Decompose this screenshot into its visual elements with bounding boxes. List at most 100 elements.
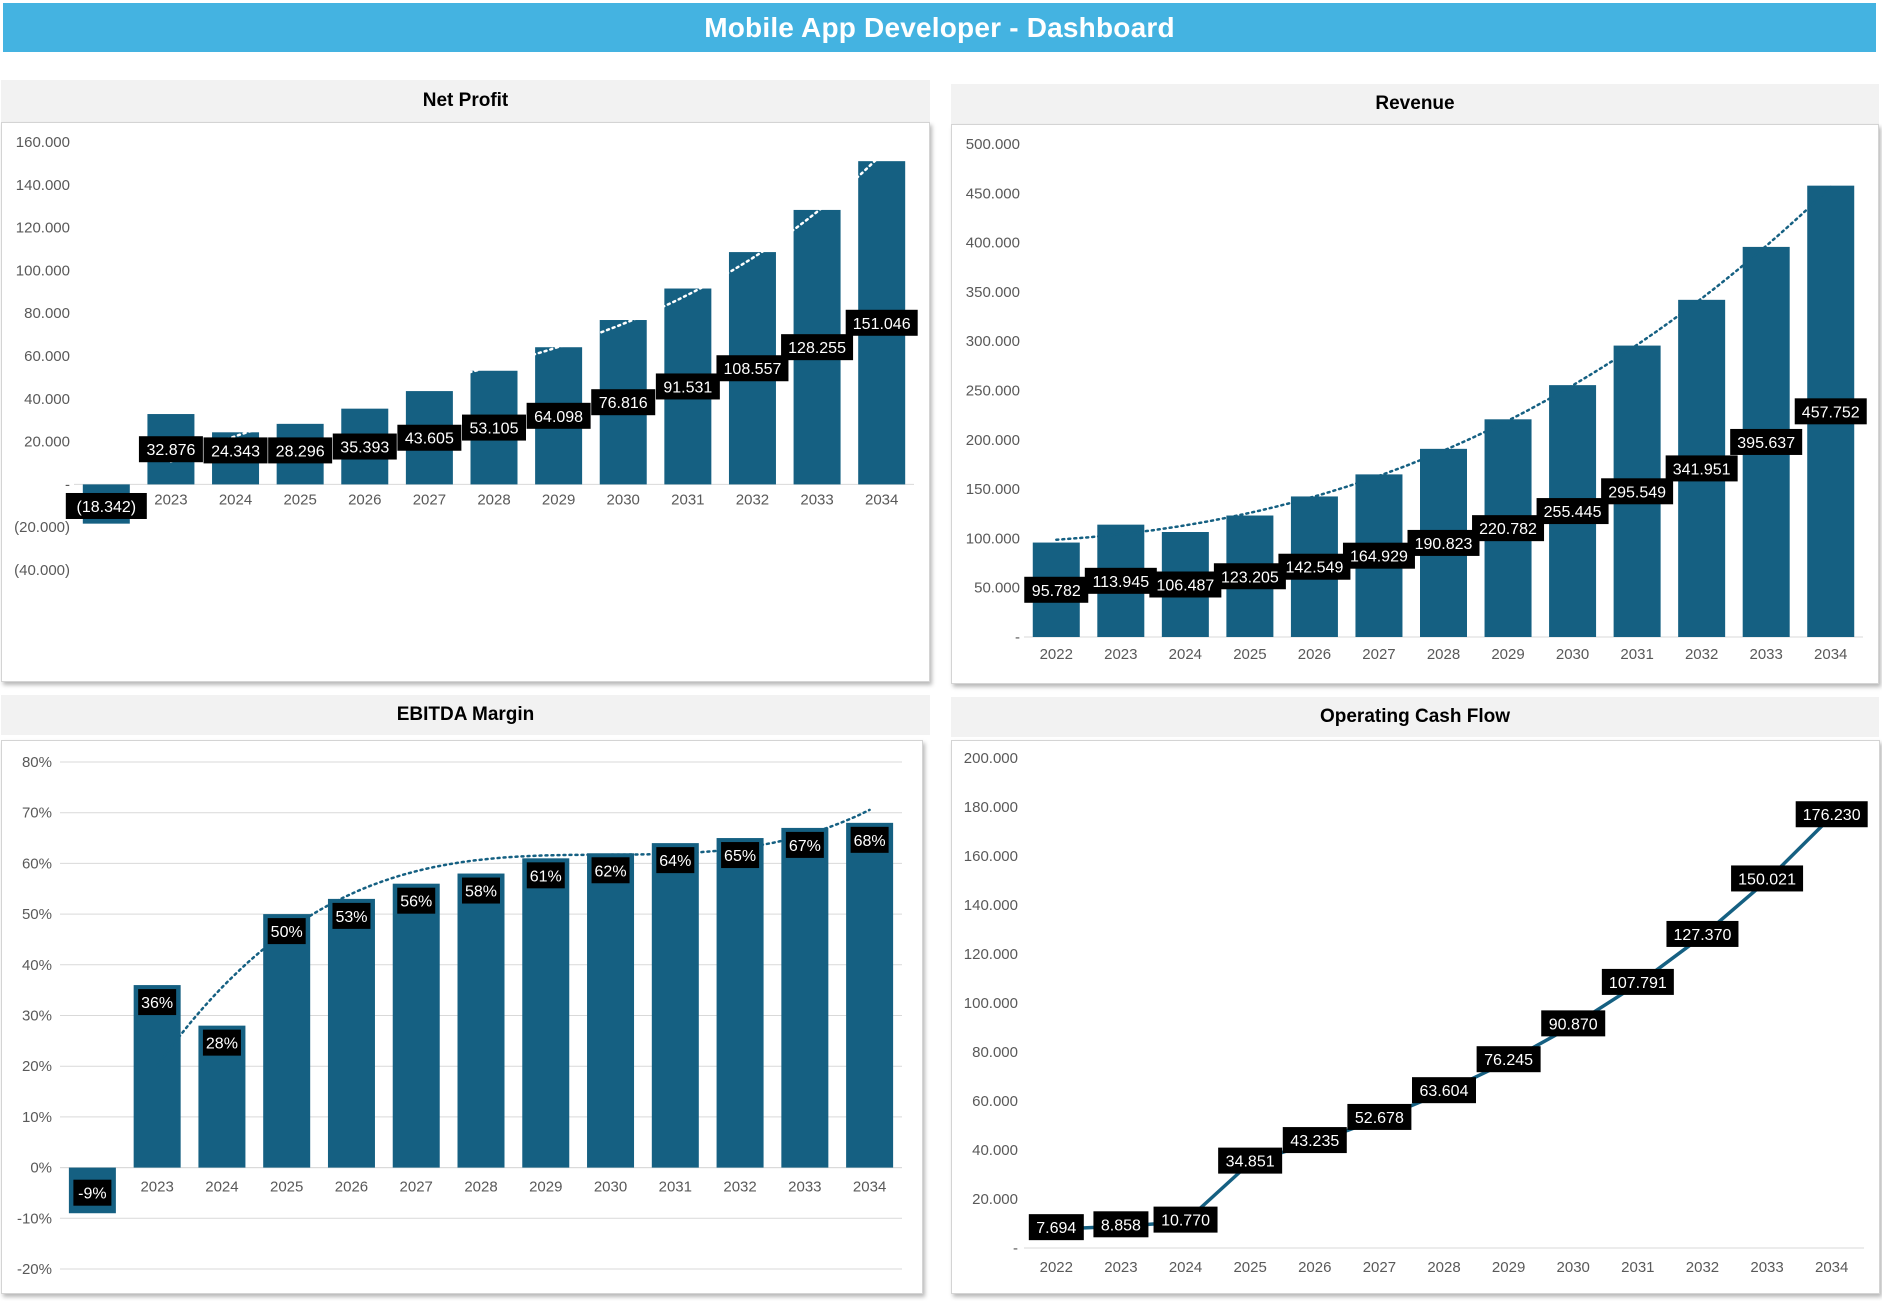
x-tick-label: 2034 — [853, 1179, 886, 1196]
y-tick-label: 140.000 — [964, 897, 1018, 914]
x-tick-label: 2029 — [542, 491, 575, 508]
y-tick-label: 70% — [22, 805, 52, 822]
data-label-2028-text: 53.105 — [470, 421, 519, 438]
x-tick-label: 2034 — [865, 491, 898, 508]
y-tick-label: 60% — [22, 855, 52, 872]
data-label-2023-text: 36% — [141, 995, 173, 1012]
data-label-2025-bg — [267, 918, 306, 945]
data-label-2023-text: 113.945 — [1092, 574, 1149, 591]
data-label-2024-text: 10.770 — [1161, 1213, 1210, 1230]
bar-2026 — [327, 898, 375, 1168]
data-label-2031: 91.531 — [655, 373, 720, 400]
data-label-2025-bg — [1218, 1147, 1283, 1174]
y-tick-label: 300.000 — [966, 333, 1020, 350]
y-tick-label: - — [65, 476, 70, 493]
data-label-2025: 28.296 — [268, 437, 333, 464]
data-label-2034: 68% — [850, 826, 889, 853]
data-label-2028-bg — [462, 877, 500, 904]
y-tick-label: - — [1015, 629, 1020, 646]
y-tick-label: 50% — [22, 906, 52, 923]
data-label-2028-text: 58% — [465, 884, 497, 901]
y-tick-label: 140.000 — [16, 177, 70, 194]
x-tick-label: 2023 — [154, 491, 187, 508]
data-label-2030-text: 90.870 — [1549, 1016, 1598, 1033]
data-label-2026-text: 43.235 — [1290, 1133, 1339, 1150]
bar-2031 — [651, 843, 699, 1168]
ebitda-margin-chart-svg: 80%70%60%50%40%30%20%10%0%-10%-20%202220… — [17, 754, 902, 1278]
x-tick-label: 2024 — [1169, 646, 1202, 663]
data-label-2024-bg — [203, 437, 268, 464]
y-tick-label: 500.000 — [966, 136, 1020, 153]
data-label-2023-bg — [138, 436, 203, 463]
y-tick-label: 120.000 — [964, 946, 1018, 963]
x-tick-label: 2032 — [736, 491, 769, 508]
data-label-2032-text: 341.951 — [1673, 461, 1731, 478]
data-label-2025-text: 50% — [271, 924, 303, 941]
data-label-2022: -9% — [73, 1179, 112, 1206]
bar-2028 — [457, 873, 505, 1168]
data-label-2026-bg — [332, 902, 371, 929]
trendline — [169, 152, 883, 463]
x-tick-label: 2025 — [283, 491, 316, 508]
data-label-2031-text: 64% — [659, 853, 691, 870]
y-tick-label: 150.000 — [966, 481, 1020, 498]
data-label-2030-bg — [591, 389, 656, 416]
x-tick-label: 2024 — [1169, 1259, 1202, 1276]
y-tick-label: -10% — [17, 1210, 52, 1227]
x-tick-label: 2023 — [1104, 1259, 1137, 1276]
data-label-2022-text: (18.342) — [77, 499, 137, 516]
y-tick-label: 20% — [22, 1058, 52, 1075]
x-tick-label: 2034 — [1814, 646, 1847, 663]
data-label-2030-bg — [1536, 498, 1609, 525]
operating-cash-flow-chart[interactable]: 200.000 180.000 160.000 140.000 120.000 100.0… — [951, 740, 1880, 1294]
revenue-chart[interactable]: 500.000 450.000 400.000 350.000 300.000 250.0… — [951, 124, 1879, 684]
data-label-2022-text: -9% — [78, 1186, 106, 1203]
data-label-2029-bg — [1476, 1046, 1541, 1073]
bar-2033 — [781, 827, 829, 1168]
data-label-2029: 64.098 — [526, 402, 591, 429]
x-tick-label: 2025 — [1233, 1259, 1266, 1276]
x-tick-label: 2025 — [270, 1179, 303, 1196]
data-label-2029-text: 220.782 — [1479, 521, 1537, 538]
data-label-2028: 53.105 — [462, 414, 526, 441]
y-tick-label: 80.000 — [24, 305, 70, 322]
net-profit-chart[interactable]: 160.000 140.000 120.000 100.000 80.000 60.000… — [1, 122, 930, 682]
data-label-2026: 53% — [332, 902, 371, 929]
data-label-2025: 34.851 — [1218, 1147, 1283, 1174]
data-label-2033-bg — [1730, 428, 1803, 455]
y-tick-label: 100.000 — [966, 530, 1020, 547]
y-tick-label: 10% — [22, 1109, 52, 1126]
y-tick-label: 180.000 — [964, 799, 1018, 816]
data-label-2034: 151.046 — [845, 309, 918, 336]
y-tick-label: 40.000 — [972, 1142, 1018, 1159]
data-label-2026-text: 35.393 — [340, 440, 389, 457]
y-tick-label: 250.000 — [966, 383, 1020, 400]
ebitda-margin-chart[interactable]: 80%70%60%50%40%30%20%10%0%-10%-20%202220… — [1, 740, 923, 1294]
data-label-2027-bg — [397, 424, 462, 451]
x-tick-label: 2026 — [1298, 646, 1331, 663]
data-label-2024: 106.487 — [1149, 571, 1222, 598]
y-tick-label: 120.000 — [16, 220, 70, 237]
revenue-title-strip: Revenue — [951, 84, 1879, 124]
x-tick-label: 2027 — [1362, 646, 1395, 663]
data-label-2032-text: 65% — [724, 848, 756, 865]
net-profit-title-strip: Net Profit — [1, 80, 930, 122]
data-label-2030-text: 255.445 — [1544, 504, 1602, 521]
x-tick-label: 2033 — [800, 491, 833, 508]
x-tick-label: 2024 — [205, 1179, 238, 1196]
data-label-2030: 90.870 — [1541, 1010, 1606, 1037]
data-label-2032: 108.557 — [716, 355, 789, 382]
data-label-2022-bg — [65, 492, 147, 519]
x-tick-label: 2033 — [1750, 646, 1783, 663]
data-label-2032-bg — [1665, 455, 1738, 482]
data-label-2032-bg — [721, 842, 760, 869]
y-tick-label: (20.000) — [14, 519, 70, 536]
y-tick-label: 40.000 — [24, 391, 70, 408]
data-label-2029-bg — [1472, 515, 1545, 542]
data-label-2028-text: 63.604 — [1420, 1083, 1469, 1100]
y-tick-label: 40% — [22, 957, 52, 974]
data-label-2033-bg — [781, 334, 854, 361]
bar-2027 — [392, 883, 440, 1168]
data-label-2024: 28% — [202, 1029, 241, 1056]
data-label-2027-text: 56% — [400, 894, 432, 911]
